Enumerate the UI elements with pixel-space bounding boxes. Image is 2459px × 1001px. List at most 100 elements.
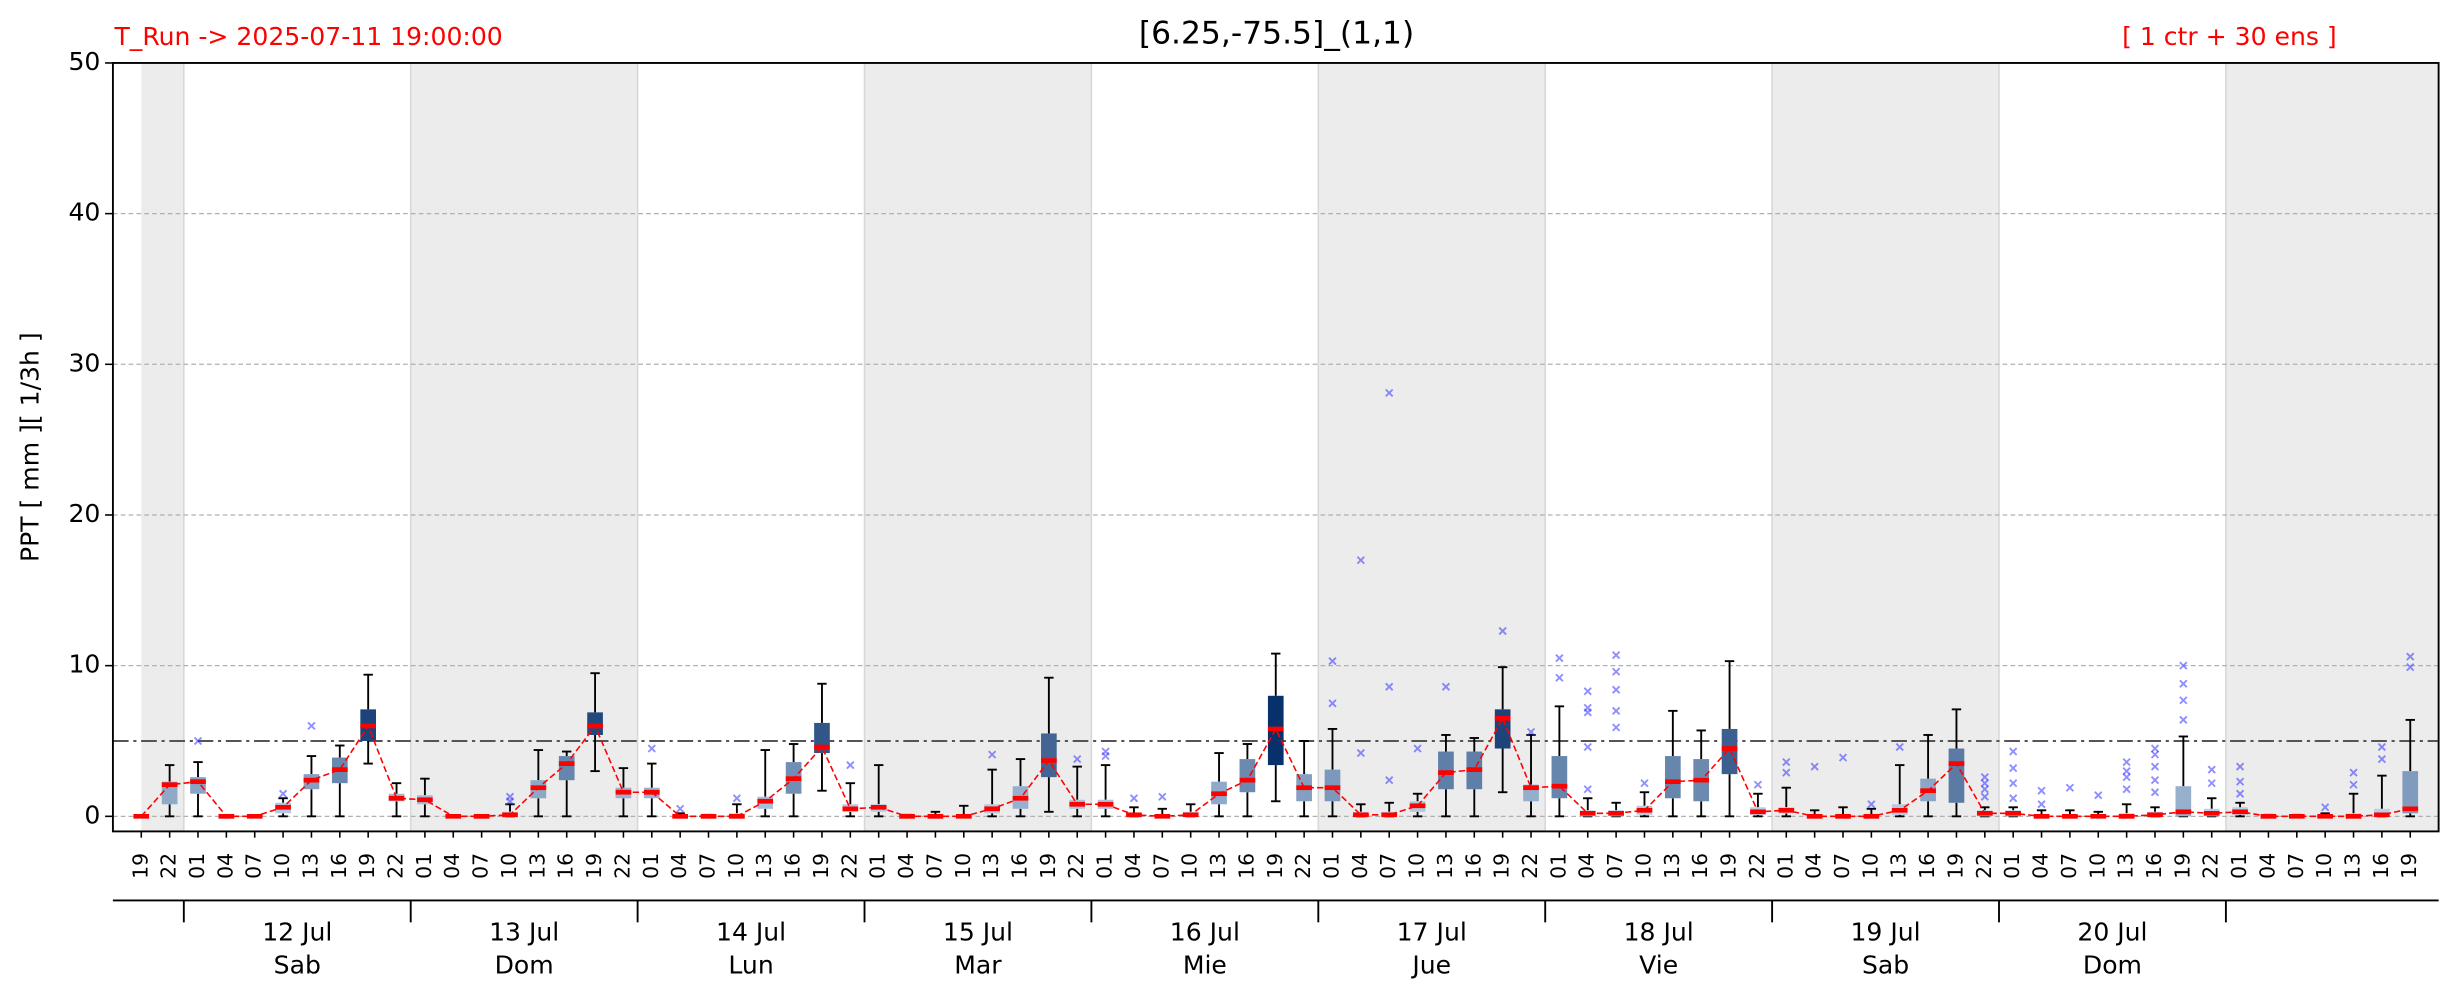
outlier (2377, 754, 2387, 764)
outlier (1385, 682, 1394, 691)
day-date-label: 19 Jul (1850, 917, 1920, 946)
x-tick-label: 22 (1972, 853, 1996, 879)
x-tick-label: 13 (1887, 853, 1911, 879)
x-tick-label: 01 (1093, 853, 1117, 879)
x-tick-label: 10 (1178, 853, 1202, 879)
x-tick-label: 22 (1291, 853, 1315, 879)
outlier (2009, 779, 2018, 788)
x-tick-label: 16 (1688, 853, 1712, 879)
outlier (1385, 388, 1394, 398)
background-layer (112, 62, 2439, 832)
x-tick-label: 07 (2057, 853, 2081, 879)
outlier (2122, 773, 2131, 782)
x-tick-label: 04 (1802, 853, 1826, 879)
outlier (2122, 767, 2131, 776)
x-tick-label: 13 (1206, 853, 1230, 879)
x-tick-label: 07 (922, 853, 946, 879)
day-weekday-label: Sab (1862, 950, 1909, 979)
outlier (1356, 556, 1365, 565)
x-tick-label: 01 (866, 853, 890, 879)
outlier (1867, 800, 1876, 809)
x-tick-label: 04 (1348, 853, 1372, 879)
outlier (2009, 747, 2018, 756)
x-tick-label: 22 (384, 853, 408, 879)
outlier (2150, 744, 2160, 753)
outlier (1356, 748, 1365, 758)
x-tick-label: 04 (213, 853, 237, 879)
outlier (647, 744, 656, 753)
x-tick-label: 13 (298, 853, 322, 879)
outlier (2377, 742, 2387, 752)
x-tick-label: 01 (1319, 853, 1343, 879)
y-tick-label: 20 (68, 499, 100, 528)
chart-title: [6.25,-75.5]_(1,1) (1139, 16, 1414, 52)
outlier (1611, 667, 1621, 676)
x-tick-label: 13 (1433, 853, 1457, 879)
x-tick-label: 10 (724, 853, 748, 879)
outlier (2406, 652, 2415, 661)
outlier (1611, 685, 1621, 694)
day-weekday-label: Lun (728, 950, 773, 979)
box (1664, 756, 1681, 799)
outlier (2150, 762, 2160, 771)
x-tick-label: 16 (327, 853, 351, 879)
x-tick-label: 10 (497, 853, 521, 879)
outlier (1640, 779, 1649, 788)
outlier (2235, 777, 2245, 786)
x-tick-label: 22 (1518, 853, 1542, 879)
run-label: T_Run -> 2025-07-11 19:00:00 (113, 22, 502, 51)
x-tick-label: 01 (639, 853, 663, 879)
x-tick-label: 07 (1149, 853, 1173, 879)
x-tick-label: 10 (1858, 853, 1882, 879)
box (1041, 733, 1057, 778)
outlier (1611, 723, 1621, 732)
outlier (1158, 792, 1167, 801)
box (1948, 748, 1965, 803)
x-tick-label: 07 (469, 853, 493, 879)
x-tick-label: 04 (667, 853, 691, 879)
x-tick-label: 22 (610, 853, 634, 879)
x-tick-label: 19 (1717, 853, 1741, 879)
outlier (1782, 757, 1791, 767)
outlier (1980, 785, 1989, 794)
outlier (2235, 789, 2245, 798)
outlier (2179, 661, 2188, 670)
x-tick-label: 10 (2312, 853, 2336, 879)
outlier (2150, 750, 2160, 759)
x-tick-label: 04 (440, 853, 464, 879)
y-tick-label: 10 (68, 650, 100, 679)
outlier (2065, 783, 2075, 792)
x-tick-label: 16 (781, 853, 805, 879)
outlier (1611, 650, 1621, 660)
box (1551, 756, 1568, 799)
outlier (2179, 715, 2188, 725)
x-tick-label: 01 (185, 853, 209, 879)
day-date-label: 15 Jul (943, 917, 1013, 946)
x-tick-label: 07 (1830, 853, 1854, 879)
y-tick-label: 30 (68, 348, 100, 377)
outlier (1583, 687, 1592, 696)
outlier (1838, 753, 1848, 762)
y-axis-label: PPT [ mm ][ 1/3h ] (15, 332, 44, 562)
outlier (1980, 792, 1989, 801)
x-tick-label: 19 (2397, 853, 2421, 879)
outlier (1583, 785, 1592, 794)
outlier (1129, 794, 1139, 803)
x-tick-label: 01 (1773, 853, 1797, 879)
x-tick-label: 07 (1603, 853, 1627, 879)
outlier (2037, 786, 2046, 795)
x-tick-label: 13 (525, 853, 549, 879)
day-weekday-label: Dom (2083, 950, 2142, 979)
x-tick-label: 16 (1008, 853, 1032, 879)
outlier (2179, 696, 2188, 705)
x-tick-label: 22 (157, 853, 181, 879)
x-tick-label: 01 (2227, 853, 2251, 879)
day-date-label: 20 Jul (2077, 917, 2147, 946)
x-tick-label: 07 (696, 853, 720, 879)
day-shade (2225, 62, 2439, 832)
x-tick-label: 10 (951, 853, 975, 879)
x-tick-label: 16 (2369, 853, 2393, 879)
x-tick-label: 19 (1263, 853, 1287, 879)
